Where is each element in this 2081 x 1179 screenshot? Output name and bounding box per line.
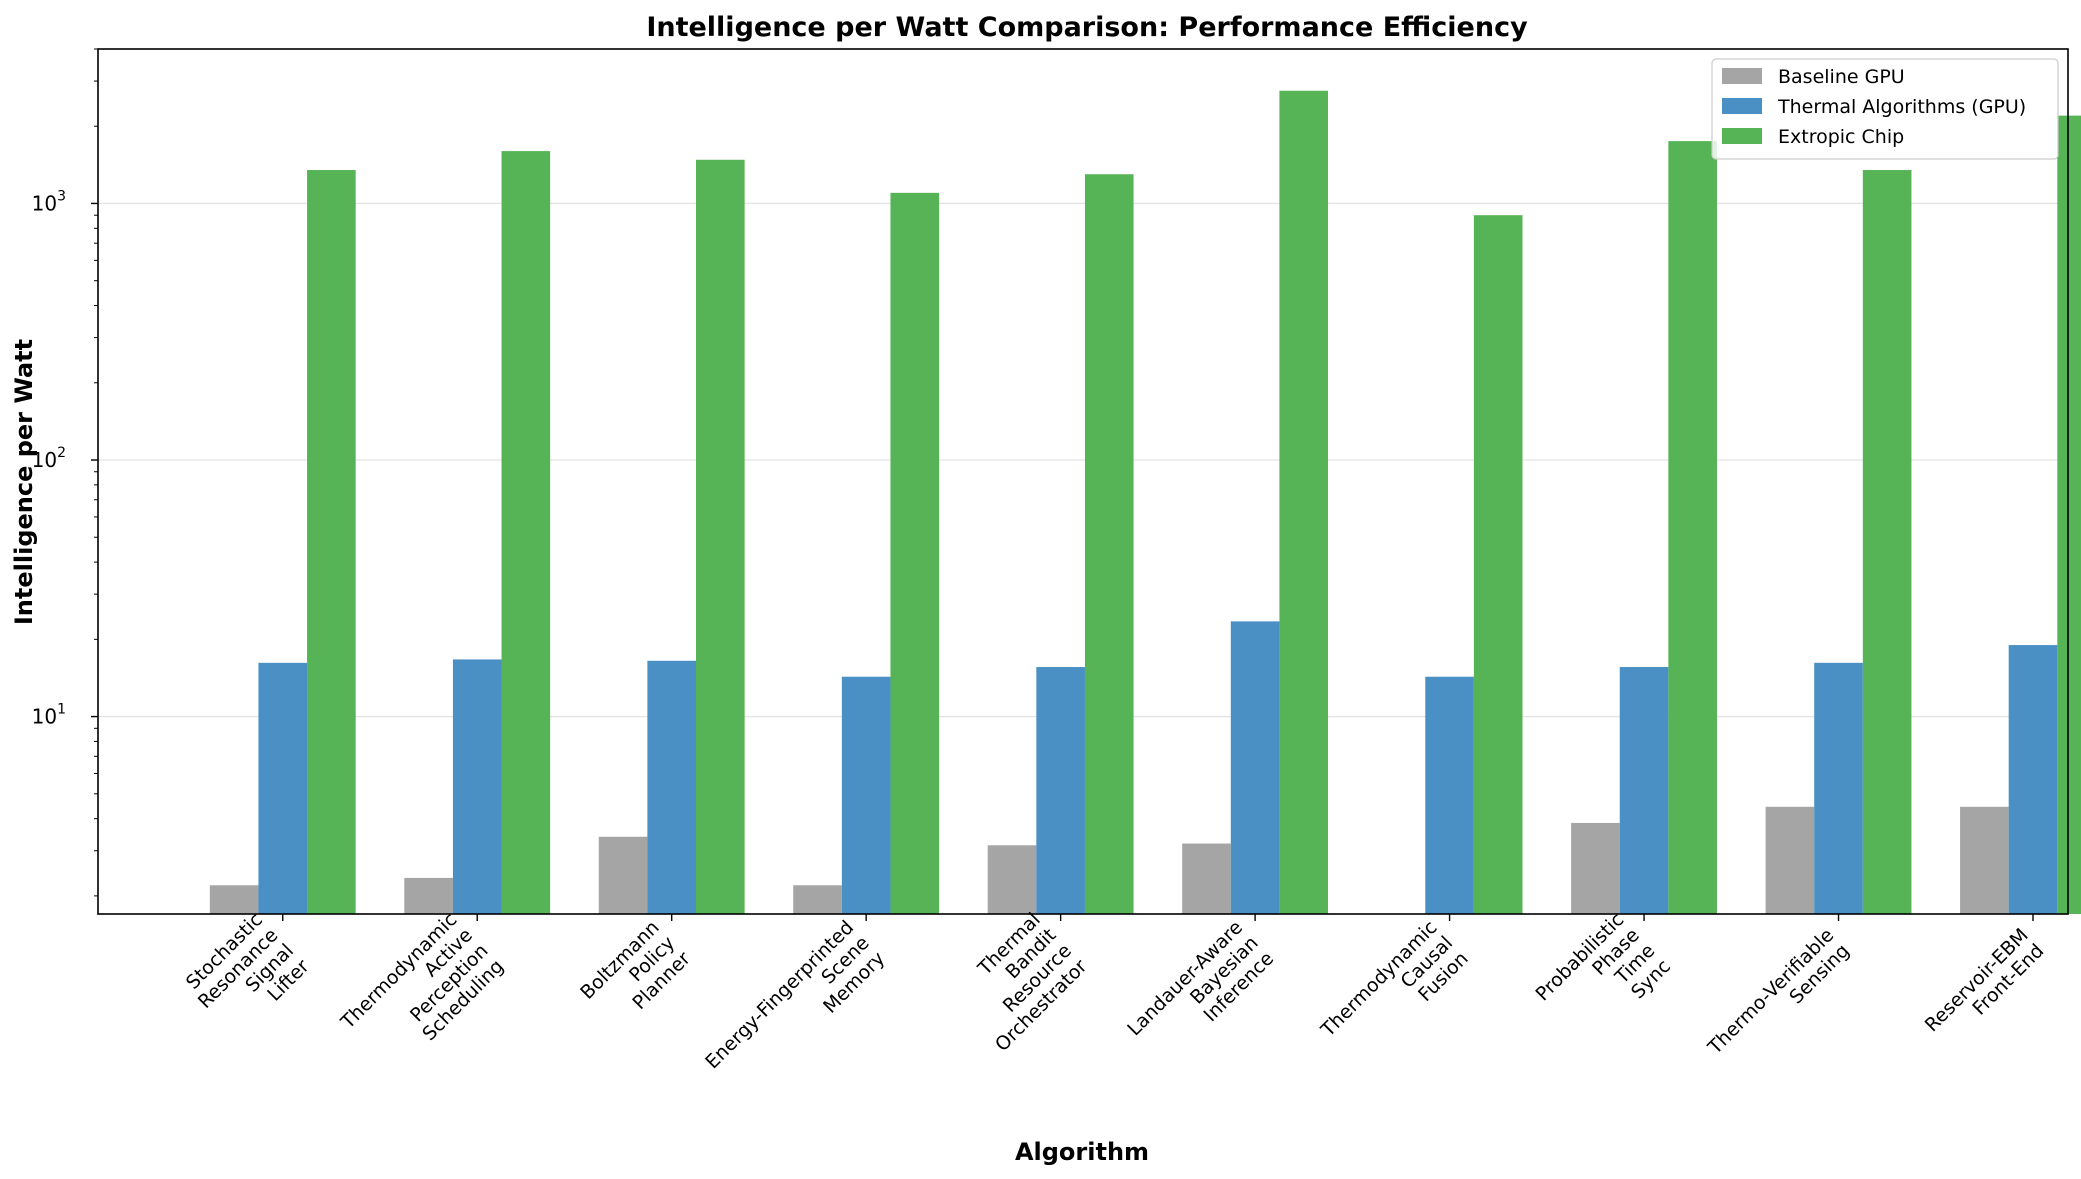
y-tick-label: 101 <box>32 702 66 729</box>
bar <box>1765 806 1815 914</box>
bar <box>307 170 356 915</box>
bar <box>793 885 842 914</box>
legend-label: Thermal Algorithms (GPU) <box>1777 96 2026 118</box>
legend-label: Extropic Chip <box>1778 126 1904 148</box>
bar <box>841 676 891 914</box>
bar <box>501 151 551 914</box>
bar <box>890 192 940 915</box>
bar <box>209 885 259 914</box>
bar <box>1571 822 1620 914</box>
bar <box>987 845 1037 914</box>
legend-swatch <box>1722 128 1762 144</box>
bar <box>1862 170 1912 915</box>
y-tick-base: 10 <box>32 191 57 215</box>
y-tick-label: 102 <box>32 445 66 472</box>
plot-frame <box>97 48 2069 915</box>
y-tick-exponent: 2 <box>57 445 66 461</box>
y-tick-label: 103 <box>32 188 66 215</box>
bar <box>1668 141 1717 914</box>
bar <box>258 662 308 914</box>
legend-box <box>1711 58 2059 160</box>
bar <box>696 159 745 914</box>
chart-title: Intelligence per Watt Comparison: Perfor… <box>646 12 1528 43</box>
y-tick-exponent: 3 <box>57 188 66 204</box>
bar <box>1084 174 1134 915</box>
y-axis-label: Intelligence per Watt <box>10 339 38 625</box>
bar <box>598 836 648 914</box>
bar <box>1425 676 1474 914</box>
bar <box>1619 667 1669 914</box>
legend-swatch <box>1722 68 1762 84</box>
bar <box>647 660 697 914</box>
legend: Baseline GPU Thermal Algorithms (GPU) Extr… <box>1711 58 2059 160</box>
y-tick-base: 10 <box>32 448 57 472</box>
bar <box>1960 806 2009 914</box>
legend-label: Baseline GPU <box>1778 66 1905 88</box>
bar <box>1230 621 1280 914</box>
bar <box>1182 843 1231 914</box>
bar <box>2008 645 2058 914</box>
bar <box>2057 115 2081 915</box>
x-axis-label: Algorithm <box>1015 1138 1149 1166</box>
y-tick-exponent: 1 <box>57 702 66 718</box>
legend-swatch <box>1722 98 1762 114</box>
y-tick-base: 10 <box>32 705 57 729</box>
bars <box>209 90 2081 915</box>
bar <box>1036 667 1085 914</box>
bar <box>452 659 502 914</box>
bar <box>404 877 453 914</box>
bar <box>1279 90 1329 915</box>
bar <box>1814 662 1863 914</box>
bar <box>1473 215 1523 915</box>
